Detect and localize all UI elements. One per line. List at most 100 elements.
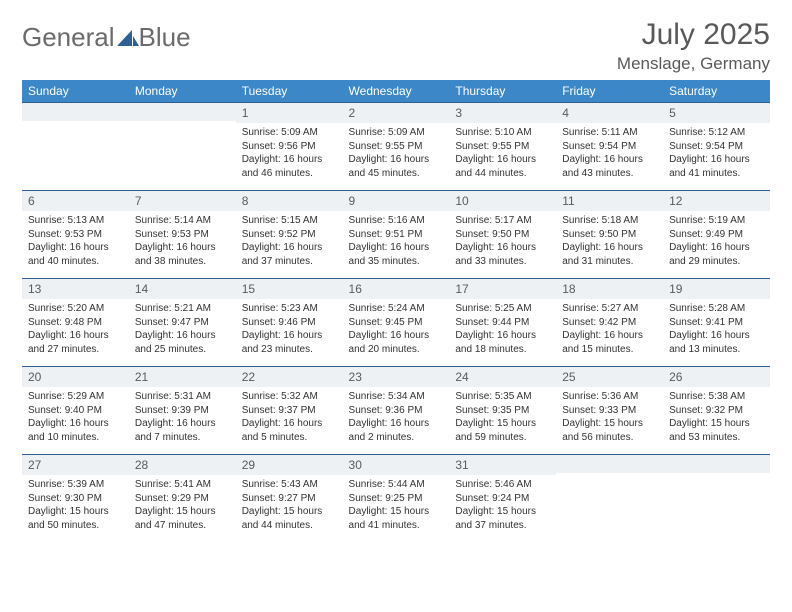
sunrise-text: Sunrise: 5:46 AM [455,478,550,492]
weekday-header-row: Sunday Monday Tuesday Wednesday Thursday… [22,80,770,103]
day-details: Sunrise: 5:44 AMSunset: 9:25 PMDaylight:… [343,475,450,536]
day-number: 18 [556,279,663,299]
daylight-text: Daylight: 16 hours and 18 minutes. [455,329,550,356]
day-details [663,473,770,480]
sunset-text: Sunset: 9:50 PM [455,228,550,242]
calendar-day-cell: 21Sunrise: 5:31 AMSunset: 9:39 PMDayligh… [129,367,236,455]
sunrise-text: Sunrise: 5:27 AM [562,302,657,316]
sunrise-text: Sunrise: 5:14 AM [135,214,230,228]
sunrise-text: Sunrise: 5:12 AM [669,126,764,140]
day-number: 15 [236,279,343,299]
weekday-header: Monday [129,80,236,103]
title-block: July 2025 Menslage, Germany [617,18,770,74]
sunset-text: Sunset: 9:49 PM [669,228,764,242]
day-number: 16 [343,279,450,299]
day-details [22,121,129,128]
sunset-text: Sunset: 9:29 PM [135,492,230,506]
calendar-day-cell: 23Sunrise: 5:34 AMSunset: 9:36 PMDayligh… [343,367,450,455]
day-number: 19 [663,279,770,299]
sunrise-text: Sunrise: 5:16 AM [349,214,444,228]
sunset-text: Sunset: 9:39 PM [135,404,230,418]
day-number: 28 [129,455,236,475]
calendar-day-cell: 18Sunrise: 5:27 AMSunset: 9:42 PMDayligh… [556,279,663,367]
weekday-header: Sunday [22,80,129,103]
day-number: 23 [343,367,450,387]
calendar-day-cell: 9Sunrise: 5:16 AMSunset: 9:51 PMDaylight… [343,191,450,279]
sunset-text: Sunset: 9:55 PM [455,140,550,154]
daylight-text: Daylight: 15 hours and 37 minutes. [455,505,550,532]
day-details: Sunrise: 5:29 AMSunset: 9:40 PMDaylight:… [22,387,129,448]
day-number: 4 [556,103,663,123]
calendar-day-cell [663,455,770,543]
calendar-day-cell: 15Sunrise: 5:23 AMSunset: 9:46 PMDayligh… [236,279,343,367]
day-details [129,121,236,128]
sunset-text: Sunset: 9:41 PM [669,316,764,330]
daylight-text: Daylight: 16 hours and 33 minutes. [455,241,550,268]
calendar-day-cell: 4 Sunrise: 5:11 AMSunset: 9:54 PMDaylight… [556,103,663,191]
sunrise-text: Sunrise: 5:09 AM [349,126,444,140]
calendar-day-cell: 6Sunrise: 5:13 AMSunset: 9:53 PMDaylight… [22,191,129,279]
day-number: 13 [22,279,129,299]
logo-sail-icon [117,28,139,48]
sunrise-text: Sunrise: 5:32 AM [242,390,337,404]
calendar-day-cell: 3Sunrise: 5:10 AMSunset: 9:55 PMDaylight… [449,103,556,191]
sunset-text: Sunset: 9:32 PM [669,404,764,418]
daylight-text: Daylight: 15 hours and 50 minutes. [28,505,123,532]
calendar-day-cell: 1Sunrise: 5:09 AMSunset: 9:56 PMDaylight… [236,103,343,191]
sunset-text: Sunset: 9:50 PM [562,228,657,242]
weekday-header: Thursday [449,80,556,103]
sunrise-text: Sunrise: 5:09 AM [242,126,337,140]
day-number: 14 [129,279,236,299]
daylight-text: Daylight: 16 hours and 7 minutes. [135,417,230,444]
day-number [129,103,236,121]
day-details: Sunrise: 5:16 AMSunset: 9:51 PMDaylight:… [343,211,450,272]
day-details: Sunrise: 5:34 AMSunset: 9:36 PMDaylight:… [343,387,450,448]
calendar-day-cell: 2Sunrise: 5:09 AMSunset: 9:55 PMDaylight… [343,103,450,191]
day-details: Sunrise: 5:23 AMSunset: 9:46 PMDaylight:… [236,299,343,360]
day-number [22,103,129,121]
daylight-text: Daylight: 16 hours and 20 minutes. [349,329,444,356]
day-details: Sunrise: 5:28 AMSunset: 9:41 PMDaylight:… [663,299,770,360]
calendar-week-row: 6Sunrise: 5:13 AMSunset: 9:53 PMDaylight… [22,191,770,279]
calendar-table: Sunday Monday Tuesday Wednesday Thursday… [22,80,770,543]
day-details: Sunrise: 5:24 AMSunset: 9:45 PMDaylight:… [343,299,450,360]
calendar-day-cell: 28Sunrise: 5:41 AMSunset: 9:29 PMDayligh… [129,455,236,543]
sunset-text: Sunset: 9:45 PM [349,316,444,330]
sunrise-text: Sunrise: 5:17 AM [455,214,550,228]
sunset-text: Sunset: 9:40 PM [28,404,123,418]
daylight-text: Daylight: 16 hours and 40 minutes. [28,241,123,268]
day-number: 24 [449,367,556,387]
day-number: 1 [236,103,343,123]
sunrise-text: Sunrise: 5:34 AM [349,390,444,404]
daylight-text: Daylight: 16 hours and 45 minutes. [349,153,444,180]
weekday-header: Wednesday [343,80,450,103]
sunrise-text: Sunrise: 5:24 AM [349,302,444,316]
day-number: 22 [236,367,343,387]
day-details: Sunrise: 5:19 AMSunset: 9:49 PMDaylight:… [663,211,770,272]
day-details: Sunrise: 5:39 AMSunset: 9:30 PMDaylight:… [22,475,129,536]
daylight-text: Daylight: 16 hours and 44 minutes. [455,153,550,180]
daylight-text: Daylight: 16 hours and 43 minutes. [562,153,657,180]
calendar-page: General Blue July 2025 Menslage, Germany… [0,0,792,561]
sunset-text: Sunset: 9:54 PM [669,140,764,154]
day-details: Sunrise: 5:13 AMSunset: 9:53 PMDaylight:… [22,211,129,272]
day-details: Sunrise: 5:35 AMSunset: 9:35 PMDaylight:… [449,387,556,448]
daylight-text: Daylight: 15 hours and 59 minutes. [455,417,550,444]
daylight-text: Daylight: 16 hours and 31 minutes. [562,241,657,268]
sunset-text: Sunset: 9:56 PM [242,140,337,154]
daylight-text: Daylight: 16 hours and 37 minutes. [242,241,337,268]
day-details: Sunrise: 5:36 AMSunset: 9:33 PMDaylight:… [556,387,663,448]
daylight-text: Daylight: 15 hours and 56 minutes. [562,417,657,444]
calendar-day-cell [129,103,236,191]
sunset-text: Sunset: 9:52 PM [242,228,337,242]
day-number: 31 [449,455,556,475]
calendar-day-cell: 13Sunrise: 5:20 AMSunset: 9:48 PMDayligh… [22,279,129,367]
sunrise-text: Sunrise: 5:11 AM [562,126,657,140]
sunset-text: Sunset: 9:54 PM [562,140,657,154]
sunrise-text: Sunrise: 5:21 AM [135,302,230,316]
sunset-text: Sunset: 9:24 PM [455,492,550,506]
sunset-text: Sunset: 9:30 PM [28,492,123,506]
day-details: Sunrise: 5:43 AMSunset: 9:27 PMDaylight:… [236,475,343,536]
day-number: 3 [449,103,556,123]
daylight-text: Daylight: 16 hours and 35 minutes. [349,241,444,268]
